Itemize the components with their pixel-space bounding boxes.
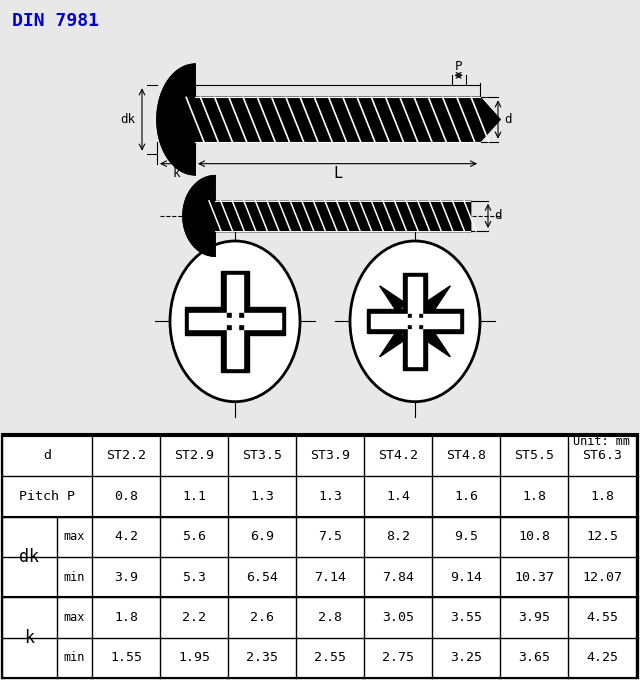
- Text: 2.2: 2.2: [182, 611, 206, 624]
- Polygon shape: [412, 307, 418, 335]
- Text: 6.54: 6.54: [246, 571, 278, 583]
- Text: 1.8: 1.8: [522, 490, 546, 503]
- Text: ST3.5: ST3.5: [242, 449, 282, 462]
- Text: ST2.9: ST2.9: [174, 449, 214, 462]
- Text: min: min: [64, 651, 85, 664]
- Text: k: k: [172, 167, 180, 180]
- Text: 1.6: 1.6: [454, 490, 478, 503]
- Polygon shape: [183, 175, 215, 256]
- Ellipse shape: [170, 241, 300, 402]
- Polygon shape: [408, 314, 422, 328]
- Text: 4.2: 4.2: [114, 530, 138, 543]
- Polygon shape: [227, 313, 243, 329]
- Text: 9.14: 9.14: [450, 571, 482, 583]
- Text: 10.37: 10.37: [514, 571, 554, 583]
- Text: 0.8: 0.8: [114, 490, 138, 503]
- Ellipse shape: [350, 241, 480, 402]
- Text: d: d: [43, 449, 51, 462]
- Text: Pitch P: Pitch P: [19, 490, 75, 503]
- Polygon shape: [424, 286, 451, 312]
- Text: 4.25: 4.25: [586, 651, 618, 664]
- Text: d: d: [504, 113, 512, 126]
- Text: 2.6: 2.6: [250, 611, 274, 624]
- Text: 3.95: 3.95: [518, 611, 550, 624]
- Text: ST4.2: ST4.2: [378, 449, 418, 462]
- Text: 7.84: 7.84: [382, 571, 414, 583]
- Text: 1.8: 1.8: [114, 611, 138, 624]
- Polygon shape: [215, 201, 470, 231]
- Polygon shape: [195, 97, 500, 141]
- Polygon shape: [380, 286, 406, 312]
- Polygon shape: [424, 330, 451, 357]
- Polygon shape: [189, 313, 281, 329]
- Polygon shape: [401, 318, 429, 324]
- Text: 2.8: 2.8: [318, 611, 342, 624]
- Text: dk: dk: [19, 548, 40, 566]
- Text: k: k: [24, 628, 35, 647]
- Text: 10.8: 10.8: [518, 530, 550, 543]
- Text: 3.05: 3.05: [382, 611, 414, 624]
- FancyBboxPatch shape: [2, 434, 638, 678]
- Text: 1.4: 1.4: [386, 490, 410, 503]
- Text: ST4.8: ST4.8: [446, 449, 486, 462]
- Text: 2.75: 2.75: [382, 651, 414, 664]
- Text: 2.35: 2.35: [246, 651, 278, 664]
- Text: 12.5: 12.5: [586, 530, 618, 543]
- Text: ST6.3: ST6.3: [582, 449, 622, 462]
- Text: 4.55: 4.55: [586, 611, 618, 624]
- Text: ST5.5: ST5.5: [514, 449, 554, 462]
- Text: Unit: mm: Unit: mm: [573, 435, 630, 448]
- Text: max: max: [64, 611, 85, 624]
- Polygon shape: [185, 307, 285, 335]
- Text: ST2.2: ST2.2: [106, 449, 146, 462]
- Polygon shape: [371, 314, 459, 328]
- Text: ST3.9: ST3.9: [310, 449, 350, 462]
- Text: 1.55: 1.55: [110, 651, 142, 664]
- Polygon shape: [227, 275, 243, 367]
- Text: d: d: [494, 209, 502, 222]
- Text: 12.07: 12.07: [582, 571, 622, 583]
- Text: P: P: [455, 60, 462, 73]
- Text: L: L: [333, 166, 342, 182]
- Polygon shape: [380, 330, 406, 357]
- Text: 1.3: 1.3: [318, 490, 342, 503]
- Text: 5.3: 5.3: [182, 571, 206, 583]
- Text: 5.6: 5.6: [182, 530, 206, 543]
- Text: 3.25: 3.25: [450, 651, 482, 664]
- Text: 3.9: 3.9: [114, 571, 138, 583]
- Text: DIN 7981: DIN 7981: [12, 12, 99, 30]
- Text: 1.95: 1.95: [178, 651, 210, 664]
- Text: 3.65: 3.65: [518, 651, 550, 664]
- Polygon shape: [367, 309, 463, 333]
- Text: 6.9: 6.9: [250, 530, 274, 543]
- Text: 3.55: 3.55: [450, 611, 482, 624]
- Polygon shape: [403, 273, 427, 369]
- Polygon shape: [221, 271, 249, 371]
- Text: 9.5: 9.5: [454, 530, 478, 543]
- Text: 7.14: 7.14: [314, 571, 346, 583]
- Text: 1.3: 1.3: [250, 490, 274, 503]
- Polygon shape: [232, 306, 238, 337]
- Text: dk: dk: [120, 113, 136, 126]
- Text: 7.5: 7.5: [318, 530, 342, 543]
- Text: max: max: [64, 530, 85, 543]
- Polygon shape: [408, 277, 422, 366]
- Text: 2.55: 2.55: [314, 651, 346, 664]
- Text: 1.8: 1.8: [590, 490, 614, 503]
- Text: 1.1: 1.1: [182, 490, 206, 503]
- Text: min: min: [64, 571, 85, 583]
- Polygon shape: [220, 318, 250, 324]
- Text: 8.2: 8.2: [386, 530, 410, 543]
- Polygon shape: [157, 65, 195, 175]
